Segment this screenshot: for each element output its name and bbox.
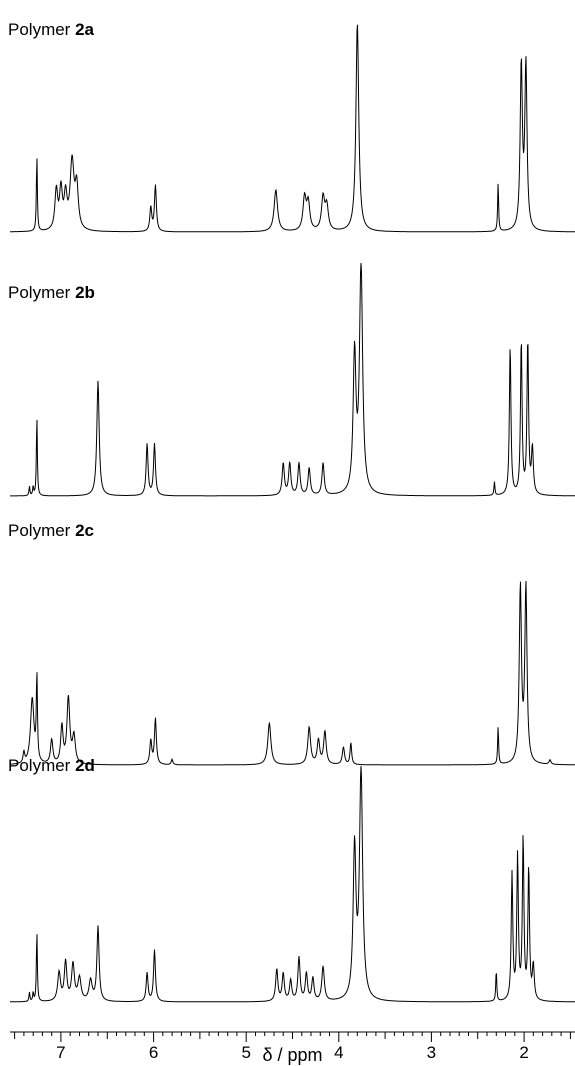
- spectrum-traces: [10, 24, 575, 1003]
- panel-label-prefix: Polymer: [8, 521, 76, 540]
- panel-label-2b: Polymer 2b: [8, 283, 95, 303]
- panel-label-compound: 2d: [75, 756, 95, 775]
- panel-label-prefix: Polymer: [8, 756, 76, 775]
- panel-label-compound: 2c: [75, 521, 94, 540]
- spectrum-trace-2b: [10, 262, 575, 497]
- spectrum-trace-2d: [10, 765, 575, 1003]
- spectrum-trace-2a: [10, 24, 575, 233]
- spectrum-trace-2c: [10, 580, 575, 766]
- panel-label-prefix: Polymer: [8, 20, 76, 39]
- x-tick-label: 7: [56, 1043, 65, 1062]
- x-tick-label: 3: [427, 1043, 436, 1062]
- panel-label-prefix: Polymer: [8, 283, 76, 302]
- x-axis-minor-ticks: [14, 1032, 571, 1039]
- panel-label-2c: Polymer 2c: [8, 521, 94, 541]
- x-tick-label: 4: [334, 1043, 343, 1062]
- panel-label-compound: 2b: [75, 283, 95, 302]
- panel-label-2d: Polymer 2d: [8, 756, 95, 776]
- x-tick-label: 2: [519, 1043, 528, 1062]
- panel-label-compound: 2a: [75, 20, 94, 39]
- x-axis: 7 6 5 4 3 2 δ / ppm: [10, 1031, 575, 1065]
- x-axis-title: δ / ppm: [262, 1045, 322, 1065]
- panel-label-2a: Polymer 2a: [8, 20, 94, 40]
- x-axis-major-ticks: [60, 1032, 525, 1042]
- x-axis-tick-labels: 7 6 5 4 3 2: [56, 1043, 529, 1062]
- x-tick-label: 5: [241, 1043, 250, 1062]
- x-tick-label: 6: [149, 1043, 158, 1062]
